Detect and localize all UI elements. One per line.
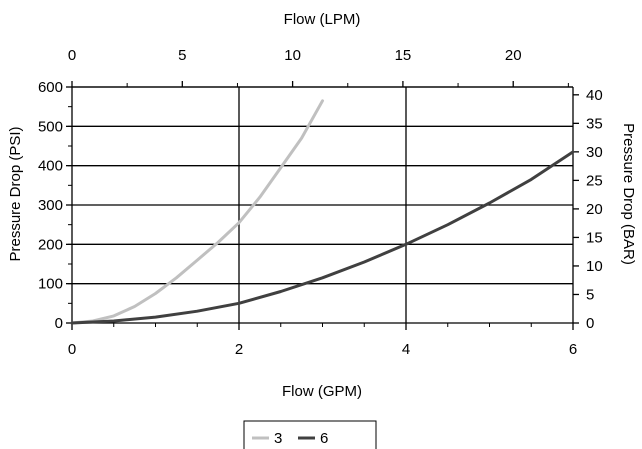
- x-bottom-axis-title: Flow (GPM): [282, 383, 362, 400]
- y-left-tick-label-500: 500: [38, 118, 63, 135]
- right-tick-labels: 0 5 10 15 20 25 30 35 40: [586, 87, 603, 332]
- y-right-tick-label-20: 20: [586, 201, 603, 218]
- y-left-tick-label-0: 0: [55, 315, 63, 332]
- x-top-tick-label-0: 0: [68, 47, 76, 64]
- series-lines: [70, 99, 575, 325]
- grid-lines: [72, 86, 573, 323]
- y-right-tick-label-25: 25: [586, 172, 603, 189]
- axes: [66, 81, 579, 330]
- x-bottom-tick-label-4: 4: [402, 341, 410, 358]
- y-right-tick-label-0: 0: [586, 315, 594, 332]
- y-right-tick-label-40: 40: [586, 87, 603, 104]
- y-right-tick-label-15: 15: [586, 229, 603, 246]
- y-left-tick-label-600: 600: [38, 79, 63, 96]
- y-left-tick-label-200: 200: [38, 236, 63, 253]
- y-right-tick-label-5: 5: [586, 286, 594, 303]
- y-left-tick-label-400: 400: [38, 158, 63, 175]
- y-left-axis-title: Pressure Drop (PSI): [7, 126, 24, 261]
- y-right-tick-label-30: 30: [586, 144, 603, 161]
- x-top-tick-label-5: 5: [178, 47, 186, 64]
- x-top-tick-label-20: 20: [505, 47, 522, 64]
- legend-label-3: 3: [274, 430, 282, 447]
- legend-label-6: 6: [320, 430, 328, 447]
- x-top-tick-label-10: 10: [284, 47, 301, 64]
- y-left-tick-label-100: 100: [38, 276, 63, 293]
- left-tick-labels: 0 100 200 300 400 500 600: [38, 79, 63, 332]
- x-bottom-tick-label-2: 2: [235, 341, 243, 358]
- series-line-3: [70, 99, 324, 325]
- y-left-tick-label-300: 300: [38, 197, 63, 214]
- y-right-axis-title: Pressure Drop (BAR): [620, 123, 637, 265]
- x-top-axis-title: Flow (LPM): [284, 11, 361, 28]
- x-top-tick-label-15: 15: [395, 47, 412, 64]
- legend: 3 6: [243, 420, 377, 449]
- series-line-6: [70, 150, 575, 325]
- x-bottom-tick-label-6: 6: [569, 341, 577, 358]
- bottom-tick-labels: 0 2 4 6: [68, 341, 577, 358]
- y-right-tick-label-35: 35: [586, 115, 603, 132]
- y-right-tick-label-10: 10: [586, 258, 603, 275]
- x-bottom-tick-label-0: 0: [68, 341, 76, 358]
- top-tick-labels: 0 5 10 15 20: [68, 47, 522, 64]
- legend-box: [243, 420, 377, 449]
